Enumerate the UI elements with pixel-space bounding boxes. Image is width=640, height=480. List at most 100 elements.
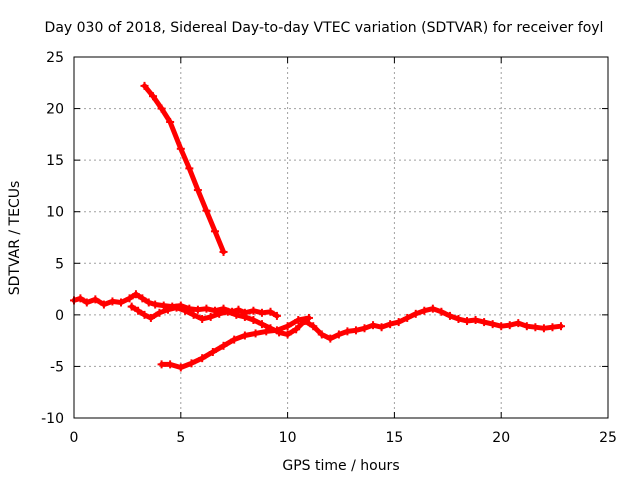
series-track-d: [140, 81, 228, 256]
data-point: [125, 294, 134, 303]
grid: [74, 57, 608, 418]
data-point: [539, 324, 548, 333]
data-point: [369, 321, 378, 330]
data-point: [249, 306, 258, 315]
data-point: [198, 314, 207, 323]
data-point: [232, 310, 241, 319]
data-point: [343, 327, 352, 336]
data-point: [76, 294, 85, 303]
data-point: [202, 206, 211, 215]
data-point: [240, 312, 249, 321]
data-point: [351, 326, 360, 335]
data-point: [157, 104, 166, 113]
data-point: [272, 326, 281, 335]
y-tick-label: 25: [46, 50, 64, 66]
y-axis-label: SDTVAR / TECUs: [7, 181, 23, 296]
x-tick-label: 20: [492, 430, 510, 446]
chart-title: Day 030 of 2018, Sidereal Day-to-day VTE…: [45, 20, 604, 36]
data-point: [116, 298, 125, 307]
data-point: [230, 335, 239, 344]
series-line: [129, 304, 564, 342]
data-point: [166, 360, 175, 369]
x-axis-label: GPS time / hours: [282, 458, 399, 474]
series-track-c: [157, 313, 313, 372]
data-point: [185, 164, 194, 173]
data-point: [266, 307, 275, 316]
x-tick-label: 5: [176, 430, 185, 446]
data-point: [234, 305, 243, 314]
data-point: [172, 303, 181, 312]
data-point: [251, 329, 260, 338]
data-point: [420, 306, 429, 315]
x-tick-label: 10: [279, 430, 297, 446]
data-point: [187, 359, 196, 368]
data-point: [159, 301, 168, 310]
data-point: [140, 81, 149, 90]
series-track-b: [127, 302, 566, 343]
y-tick-label: 20: [46, 102, 64, 118]
data-point: [283, 322, 292, 331]
data-point: [283, 330, 292, 339]
data-point: [144, 298, 153, 307]
data-point: [505, 321, 514, 330]
data-point: [257, 308, 266, 317]
data-point: [82, 298, 91, 307]
x-tick-label: 15: [385, 430, 403, 446]
data-point: [548, 323, 557, 332]
data-point: [463, 317, 472, 326]
data-point: [360, 324, 369, 333]
data-point: [151, 300, 160, 309]
data-point: [317, 330, 326, 339]
data-point: [471, 316, 480, 325]
data-point: [514, 319, 523, 328]
data-point: [377, 323, 386, 332]
data-point: [480, 318, 489, 327]
data-point: [181, 306, 190, 315]
data-point: [149, 92, 158, 101]
data-point: [223, 307, 232, 316]
data-point: [334, 330, 343, 339]
y-tick-label: 0: [55, 308, 64, 324]
data-point: [454, 314, 463, 323]
plot-frame: [73, 56, 609, 419]
data-point: [157, 360, 166, 369]
data-point: [522, 322, 531, 331]
data-point: [208, 347, 217, 356]
data-point: [394, 318, 403, 327]
data-point: [294, 316, 303, 325]
data-point: [531, 323, 540, 332]
data-point: [193, 186, 202, 195]
y-tick-label: -10: [41, 411, 64, 427]
data-series: [70, 81, 566, 372]
y-tick-label: 10: [46, 205, 64, 221]
data-point: [445, 311, 454, 320]
data-point: [309, 322, 318, 331]
data-point: [206, 312, 215, 321]
data-point: [131, 290, 140, 299]
data-point: [326, 334, 335, 343]
y-tick-label: -5: [50, 359, 64, 375]
data-point: [176, 144, 185, 153]
data-point: [219, 341, 228, 350]
data-point: [437, 307, 446, 316]
data-point: [257, 320, 266, 329]
data-point: [134, 306, 143, 315]
data-point: [163, 305, 172, 314]
data-point: [488, 320, 497, 329]
data-point: [249, 316, 258, 325]
data-point: [428, 304, 437, 313]
data-point: [262, 327, 271, 336]
data-point: [140, 310, 149, 319]
data-point: [386, 320, 395, 329]
series-line: [142, 83, 226, 255]
data-point: [215, 309, 224, 318]
data-point: [138, 294, 147, 303]
data-point: [193, 305, 202, 314]
data-point: [166, 117, 175, 126]
data-point: [292, 325, 301, 334]
data-point: [240, 331, 249, 340]
x-tick-label: 25: [599, 430, 617, 446]
data-point: [99, 300, 108, 309]
